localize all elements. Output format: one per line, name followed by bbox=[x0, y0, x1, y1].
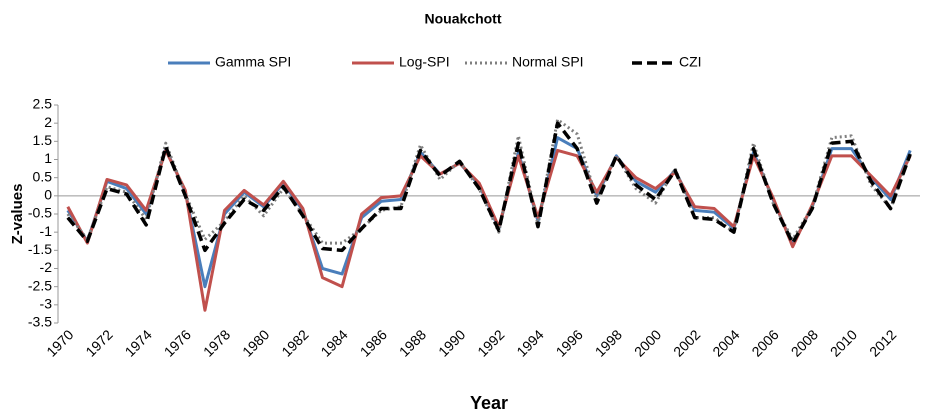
y-tick-label: 1 bbox=[44, 150, 52, 166]
x-tick-label: 1974 bbox=[122, 326, 155, 359]
y-tick-label: 0.5 bbox=[33, 168, 53, 184]
y-tick-label: -2.5 bbox=[28, 277, 52, 293]
y-tick-label: -2 bbox=[40, 259, 53, 275]
legend-label: Normal SPI bbox=[512, 54, 584, 70]
x-tick-label: 2000 bbox=[631, 326, 664, 359]
x-tick-label: 1976 bbox=[161, 326, 194, 359]
y-tick-label: -1 bbox=[40, 223, 53, 239]
chart-title: Nouakchott bbox=[425, 11, 502, 27]
x-tick-label: 1980 bbox=[239, 326, 272, 359]
y-tick-label: -3.5 bbox=[28, 314, 52, 330]
x-tick-label: 2004 bbox=[709, 326, 742, 359]
x-tick-label: 1982 bbox=[278, 326, 311, 359]
series-line bbox=[66, 121, 912, 253]
x-tick-label: 1972 bbox=[82, 326, 115, 359]
x-tick-label: 1970 bbox=[43, 326, 76, 359]
x-tick-label: 1996 bbox=[553, 326, 586, 359]
x-axis-label: Year bbox=[470, 393, 508, 413]
legend-label: Log-SPI bbox=[399, 54, 450, 70]
y-tick-label: 1.5 bbox=[33, 132, 53, 148]
legend-label: Gamma SPI bbox=[215, 54, 291, 70]
y-tick-label: -3 bbox=[40, 296, 53, 312]
x-tick-label: 1992 bbox=[474, 326, 507, 359]
x-tick-label: 1994 bbox=[513, 326, 546, 359]
y-axis-label: Z-values bbox=[9, 184, 26, 245]
x-tick-label: 2002 bbox=[670, 326, 703, 359]
x-tick-label: 2008 bbox=[788, 326, 821, 359]
x-tick-label: 1978 bbox=[200, 326, 233, 359]
x-tick-label: 2010 bbox=[827, 326, 860, 359]
x-tick-label: 1988 bbox=[396, 326, 429, 359]
x-tick-label: 1990 bbox=[435, 326, 468, 359]
y-tick-label: -0.5 bbox=[28, 205, 52, 221]
y-tick-label: 2 bbox=[44, 114, 52, 130]
y-tick-label: -1.5 bbox=[28, 241, 52, 257]
x-tick-label: 1998 bbox=[592, 326, 625, 359]
x-tick-label: 2006 bbox=[748, 326, 781, 359]
x-tick-label: 2012 bbox=[866, 326, 899, 359]
y-tick-label: 2.5 bbox=[33, 96, 53, 112]
y-tick-label: 0 bbox=[44, 187, 52, 203]
x-tick-label: 1984 bbox=[317, 326, 350, 359]
x-tick-label: 1986 bbox=[357, 326, 390, 359]
legend-label: CZI bbox=[679, 54, 702, 70]
